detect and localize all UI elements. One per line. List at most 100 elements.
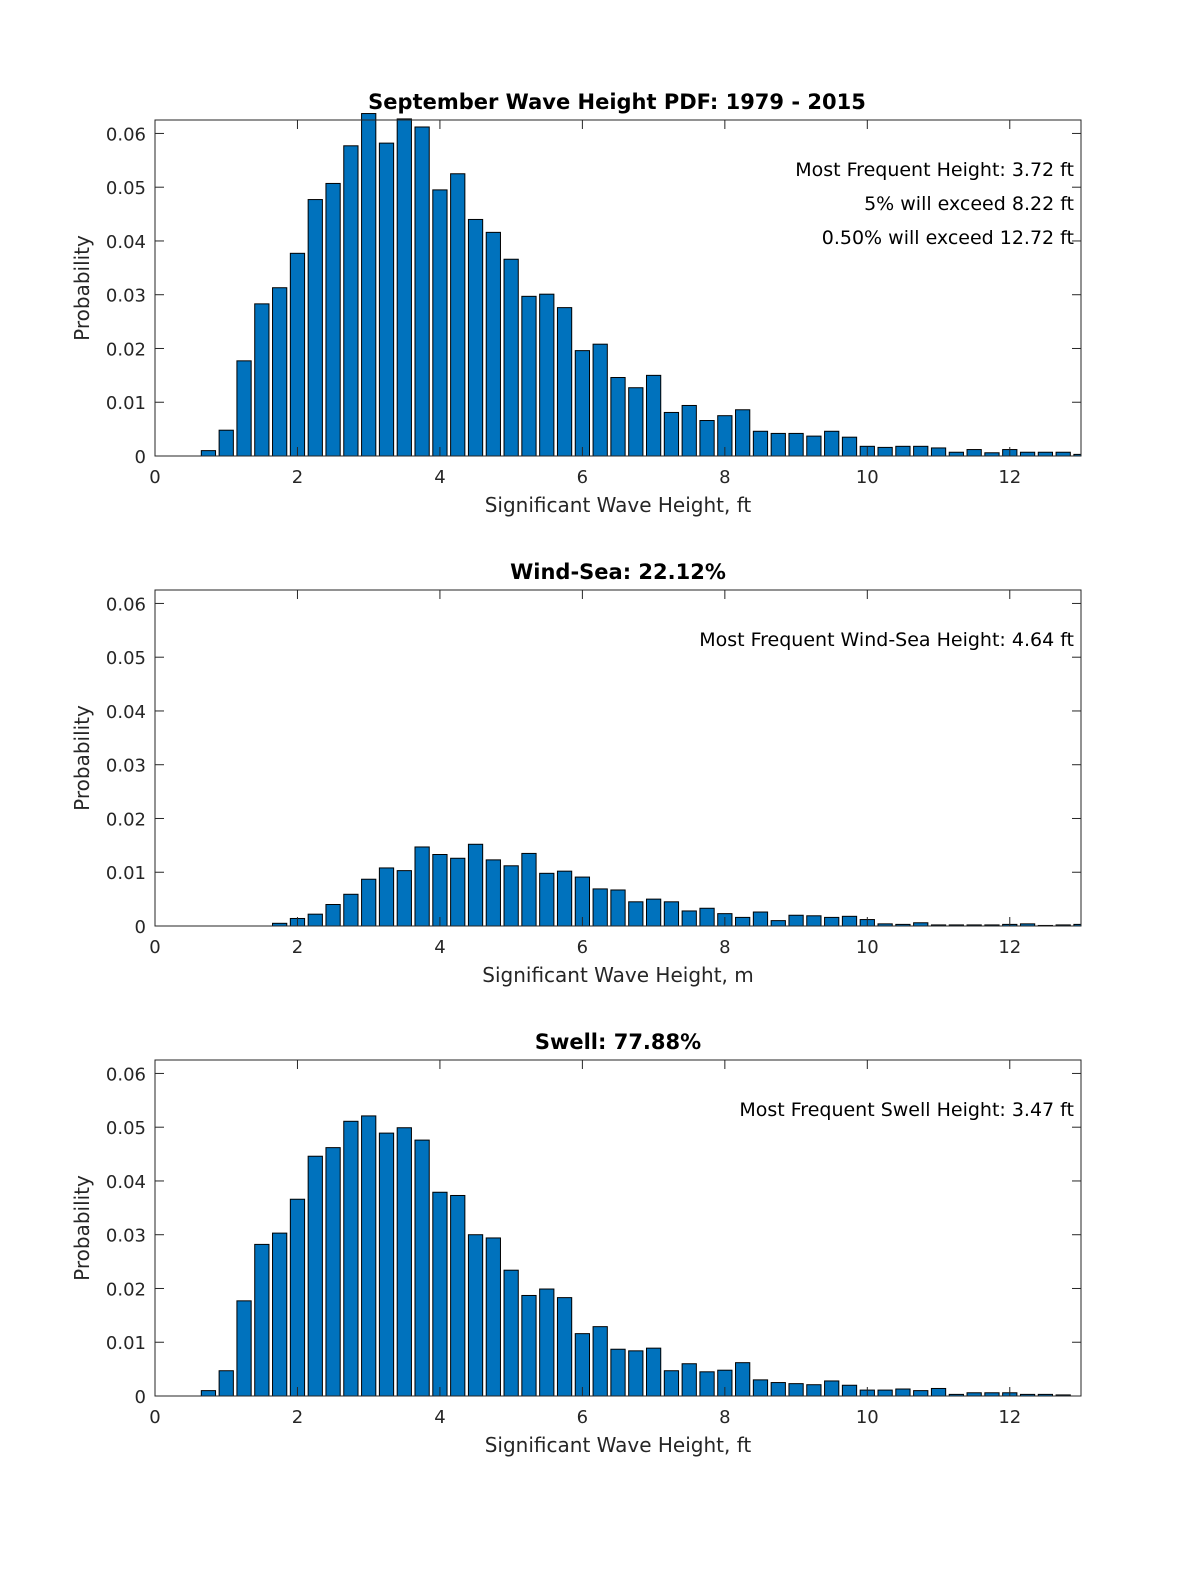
bar xyxy=(574,350,591,457)
bar xyxy=(895,445,911,457)
bar xyxy=(521,295,537,457)
bar xyxy=(343,1120,359,1397)
plot-area-frame xyxy=(154,119,1082,457)
bar xyxy=(361,878,377,927)
bar xyxy=(272,287,288,457)
bar xyxy=(396,118,412,457)
bar xyxy=(824,916,840,927)
x-tick-label: 2 xyxy=(292,467,303,488)
y-axis-label: Probability xyxy=(70,1175,94,1281)
bar xyxy=(1055,451,1071,457)
bar xyxy=(592,1326,608,1397)
bar xyxy=(218,429,234,457)
bar xyxy=(788,914,804,927)
annotation-most-frequent-wind-sea-height: Most Frequent Wind-Sea Height: 4.64 ft xyxy=(699,629,1074,651)
bar xyxy=(467,1234,484,1397)
bar xyxy=(325,182,341,457)
bar xyxy=(663,411,680,457)
bar xyxy=(681,910,697,927)
y-tick-label: 0 xyxy=(135,447,146,468)
bar xyxy=(1019,451,1036,457)
bar xyxy=(432,189,448,457)
bar xyxy=(200,1390,217,1397)
bar xyxy=(663,1370,680,1397)
y-tick-label: 0.01 xyxy=(106,863,146,884)
plot-area-frame xyxy=(154,589,1082,927)
bar xyxy=(467,843,484,927)
bar xyxy=(663,901,680,927)
bar xyxy=(289,1198,306,1397)
bar xyxy=(628,387,644,457)
bar xyxy=(681,1363,697,1397)
x-tick-label: 8 xyxy=(719,937,730,958)
x-tick-label: 2 xyxy=(292,937,303,958)
x-tick-label: 12 xyxy=(998,1407,1021,1428)
x-axis-label: Significant Wave Height, ft xyxy=(485,1433,752,1457)
bar xyxy=(930,1387,947,1397)
bar xyxy=(467,218,484,457)
bar xyxy=(913,1390,929,1397)
y-tick-label: 0.03 xyxy=(106,756,146,777)
bar xyxy=(788,432,804,457)
x-tick-label: 0 xyxy=(149,1407,160,1428)
bar xyxy=(254,303,270,457)
bar xyxy=(699,907,715,927)
bar xyxy=(770,1382,786,1397)
x-tick-label: 8 xyxy=(719,467,730,488)
bar xyxy=(699,420,715,457)
bar xyxy=(485,859,501,927)
x-tick-label: 12 xyxy=(998,937,1021,958)
bar xyxy=(272,1232,288,1397)
annotation-half-percent-exceed: 0.50% will exceed 12.72 ft xyxy=(822,227,1074,249)
bar xyxy=(806,435,822,457)
y-tick-label: 0.06 xyxy=(106,594,146,615)
bar xyxy=(503,258,519,457)
bar xyxy=(824,430,840,457)
bar xyxy=(610,1348,626,1397)
bar xyxy=(236,360,252,457)
tick-group: 0 2 4 6 8 10 12 0 0.01 0.02 0.03 0.04 0.05 0.06 xyxy=(106,120,1081,488)
bar xyxy=(325,904,341,927)
bar xyxy=(556,1297,573,1397)
x-tick-label: 4 xyxy=(434,1407,445,1428)
bar xyxy=(628,1350,644,1397)
bar xyxy=(414,1139,430,1397)
bar xyxy=(325,1147,341,1397)
bar xyxy=(556,870,573,927)
bar xyxy=(378,1132,395,1397)
bar xyxy=(895,1388,911,1397)
x-tick-label: 10 xyxy=(856,467,879,488)
bar xyxy=(592,343,608,457)
bar xyxy=(966,449,982,457)
bar xyxy=(378,867,395,927)
bar xyxy=(752,430,769,457)
bar xyxy=(930,447,947,457)
chart-panel-1: September Wave Height PDF: 1979 - 2015 0… xyxy=(70,90,1082,517)
x-tick-label: 6 xyxy=(577,937,588,958)
x-tick-label: 6 xyxy=(577,1407,588,1428)
bar xyxy=(521,1294,537,1397)
bar xyxy=(610,377,626,457)
x-tick-label: 10 xyxy=(856,1407,879,1428)
y-tick-label: 0.05 xyxy=(106,1118,146,1139)
y-tick-label: 0.03 xyxy=(106,286,146,307)
bar xyxy=(841,436,858,457)
bar xyxy=(343,893,359,927)
bar xyxy=(556,307,573,457)
y-tick-label: 0 xyxy=(135,917,146,938)
bar xyxy=(788,1383,804,1397)
bar xyxy=(378,142,395,457)
y-tick-label: 0.06 xyxy=(106,124,146,145)
annotation-most-frequent-swell-height: Most Frequent Swell Height: 3.47 ft xyxy=(739,1099,1074,1121)
chart-panel-2: Wind-Sea: 22.12% 0 2 4 6 8 10 1200.010.020.030… xyxy=(70,560,1082,987)
bar xyxy=(361,113,377,457)
bar xyxy=(877,1389,893,1397)
annotation-5-percent-exceed: 5% will exceed 8.22 ft xyxy=(864,193,1074,215)
bar xyxy=(645,1347,662,1397)
bar xyxy=(539,293,555,457)
bar xyxy=(877,446,893,457)
tick-group: 0 2 4 6 8 10 12 0 0.01 0.02 0.03 0.04 0.05 0.06 xyxy=(106,590,1081,958)
x-tick-label: 12 xyxy=(998,467,1021,488)
x-axis-label: Significant Wave Height, m xyxy=(482,963,753,987)
annotation-most-frequent-height: Most Frequent Height: 3.72 ft xyxy=(795,159,1074,181)
